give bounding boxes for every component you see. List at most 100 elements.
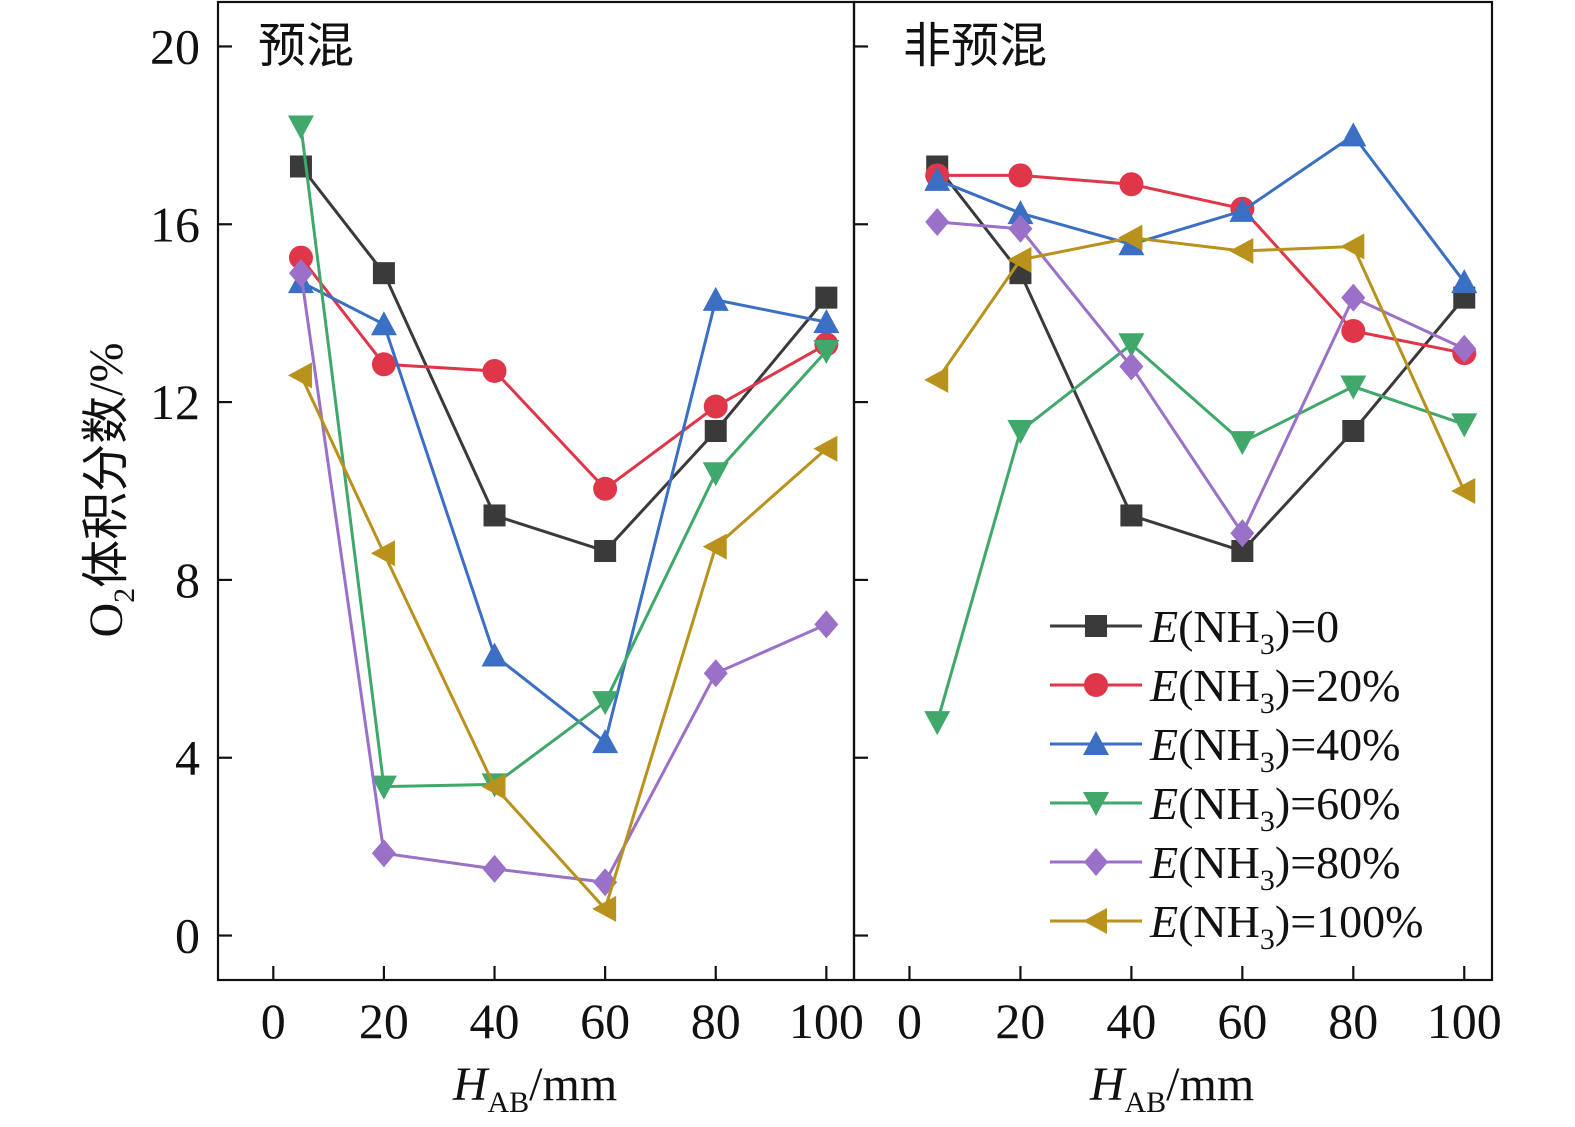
- data-point-nonpremixed-4-3: [1230, 519, 1255, 548]
- data-point-premixed-4-1: [371, 839, 396, 868]
- series-line-nonpremixed-3: [935, 342, 1465, 723]
- data-point-nonpremixed-4-5: [1452, 334, 1477, 363]
- legend-item-4: E(NH3)=80%: [1050, 837, 1400, 897]
- y-tick-label: 12: [150, 374, 200, 430]
- x-axis-title-left: HAB/mm: [452, 1058, 617, 1119]
- series-nonpremixed-5: [924, 224, 1476, 504]
- data-point-premixed-0-0: [289, 155, 312, 178]
- x-tick-label-nonpremixed: 40: [1106, 993, 1156, 1049]
- data-point-nonpremixed-3-3: [1229, 431, 1256, 456]
- series-line-nonpremixed-0: [936, 165, 1466, 553]
- data-point-premixed-0-2: [483, 504, 506, 527]
- panel-title-premixed: 预混: [258, 20, 354, 73]
- series-line-premixed-0: [299, 165, 828, 553]
- legend-item-2: E(NH3)=40%: [1050, 719, 1400, 779]
- x-tick-label-premixed: 80: [691, 993, 741, 1049]
- legend-item-1: E(NH3)=20%: [1050, 660, 1400, 720]
- data-point-nonpremixed-0-4: [1342, 419, 1365, 442]
- frames-layer: [216, 0, 1494, 982]
- data-point-premixed-5-4: [702, 533, 727, 560]
- y-axis-title: O2体积分数/%: [80, 343, 141, 638]
- data-point-nonpremixed-3-4: [1340, 375, 1367, 400]
- series-line-nonpremixed-4: [937, 220, 1465, 537]
- series-premixed-0: [289, 155, 838, 563]
- data-point-premixed-1-3: [593, 476, 618, 501]
- data-point-premixed-0-3: [594, 540, 617, 563]
- legend-item-0: E(NH3)=0: [1050, 601, 1339, 661]
- series-nonpremixed-4: [925, 208, 1477, 548]
- legend-label: E(NH3)=60%: [1149, 778, 1400, 838]
- panel-title-nonpremixed: 非预混: [903, 20, 1047, 73]
- data-point-premixed-3-1: [370, 775, 397, 800]
- series-line-nonpremixed-2: [936, 133, 1466, 283]
- data-point-nonpremixed-0-2: [1120, 504, 1143, 527]
- data-point-nonpremixed-1-2: [1119, 172, 1144, 197]
- data-point-nonpremixed-3-1: [1007, 419, 1034, 444]
- data-point-nonpremixed-2-3: [1229, 197, 1256, 222]
- y-tick-label: 16: [150, 196, 200, 252]
- legend-label: E(NH3)=20%: [1149, 660, 1400, 720]
- panel-frame-nonpremixed: [852, 0, 1494, 982]
- data-point-nonpremixed-5-4: [1340, 233, 1365, 260]
- data-point-premixed-4-2: [482, 854, 507, 883]
- data-point-premixed-4-0: [288, 259, 313, 288]
- series-line-premixed-4: [299, 272, 827, 884]
- legend-marker: [1083, 908, 1107, 934]
- x-tick-label-premixed: 20: [359, 993, 409, 1049]
- legend-item-3: E(NH3)=60%: [1050, 778, 1400, 838]
- x-tick-label-premixed: 100: [789, 993, 864, 1049]
- series-premixed-1: [288, 245, 839, 501]
- data-point-nonpremixed-4-0: [925, 208, 950, 237]
- data-point-premixed-3-3: [592, 691, 619, 716]
- data-point-premixed-3-5: [813, 339, 840, 364]
- series-layer: [287, 115, 1478, 922]
- data-point-premixed-1-4: [703, 394, 728, 419]
- legend-marker: [1084, 673, 1108, 697]
- data-point-nonpremixed-5-1: [1007, 246, 1032, 273]
- data-point-nonpremixed-2-1: [1007, 200, 1034, 225]
- legend-label: E(NH3)=0: [1149, 601, 1339, 661]
- x-tick-label-premixed: 40: [470, 993, 520, 1049]
- x-tick-label-nonpremixed: 20: [995, 993, 1045, 1049]
- data-point-nonpremixed-5-3: [1229, 237, 1254, 264]
- data-point-premixed-5-3: [592, 895, 617, 922]
- legend-marker: [1083, 792, 1109, 816]
- data-point-nonpremixed-3-0: [924, 711, 951, 736]
- series-line-premixed-2: [300, 280, 827, 745]
- data-point-premixed-3-0: [287, 115, 314, 140]
- data-point-premixed-0-5: [815, 286, 838, 309]
- data-point-premixed-2-4: [702, 286, 729, 311]
- x-tick-label-nonpremixed: 60: [1217, 993, 1267, 1049]
- data-point-premixed-1-1: [371, 352, 396, 377]
- data-point-premixed-3-4: [702, 462, 729, 487]
- legend: E(NH3)=0E(NH3)=20%E(NH3)=40%E(NH3)=60%E(…: [1050, 601, 1423, 956]
- data-point-premixed-5-5: [813, 435, 838, 462]
- legend-item-5: E(NH3)=100%: [1050, 896, 1423, 956]
- data-point-nonpremixed-1-1: [1008, 163, 1033, 188]
- ticks-layer: 0 20 40 60 80 100 0 4 8 12 16 20 0 20 40 60 80 100: [150, 18, 1502, 1049]
- x-tick-label-premixed: 0: [261, 993, 286, 1049]
- y-tick-label: 4: [175, 730, 200, 786]
- y-tick-label: 8: [175, 552, 200, 608]
- series-line-nonpremixed-5: [935, 236, 1466, 492]
- data-point-nonpremixed-1-4: [1341, 318, 1366, 343]
- data-point-nonpremixed-3-2: [1118, 333, 1145, 358]
- labels-layer: 预混 非预混 O2体积分数/% HAB/mm HAB/mm: [80, 20, 1254, 1119]
- data-point-nonpremixed-5-2: [1118, 224, 1143, 251]
- data-point-nonpremixed-2-0: [924, 166, 951, 191]
- data-point-nonpremixed-5-5: [1451, 478, 1476, 504]
- legend-marker: [1084, 848, 1108, 876]
- data-point-premixed-0-1: [372, 262, 395, 285]
- series-nonpremixed-2: [924, 122, 1478, 294]
- y-tick-label: 20: [150, 18, 200, 74]
- x-tick-label-premixed: 60: [580, 993, 630, 1049]
- data-point-nonpremixed-2-4: [1340, 122, 1367, 147]
- data-point-premixed-5-0: [287, 362, 312, 389]
- series-premixed-3: [287, 115, 840, 800]
- data-point-premixed-2-5: [813, 309, 840, 334]
- data-point-premixed-5-2: [481, 773, 506, 800]
- data-point-nonpremixed-4-1: [1008, 214, 1033, 243]
- data-point-premixed-2-1: [370, 311, 397, 336]
- data-point-nonpremixed-2-5: [1451, 269, 1478, 294]
